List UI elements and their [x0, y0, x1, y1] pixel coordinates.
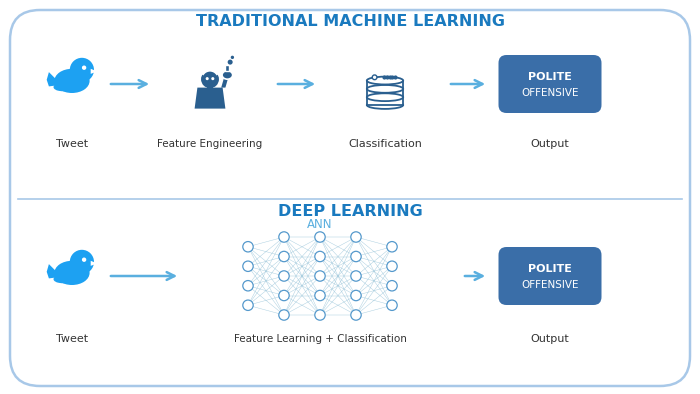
- Circle shape: [351, 310, 361, 320]
- Bar: [367, 89, 403, 97]
- Bar: [206, 82, 214, 88]
- Ellipse shape: [53, 270, 86, 283]
- Text: Feature Learning + Classification: Feature Learning + Classification: [234, 334, 407, 344]
- Ellipse shape: [367, 77, 403, 84]
- Text: OFFENSIVE: OFFENSIVE: [522, 88, 579, 98]
- Circle shape: [279, 310, 289, 320]
- Circle shape: [82, 65, 86, 70]
- Circle shape: [315, 251, 326, 262]
- Text: Tweet: Tweet: [56, 139, 88, 149]
- Ellipse shape: [55, 261, 90, 285]
- FancyBboxPatch shape: [498, 247, 601, 305]
- Ellipse shape: [72, 266, 83, 274]
- Ellipse shape: [222, 71, 232, 79]
- Polygon shape: [47, 72, 57, 86]
- Text: POLITE: POLITE: [528, 264, 572, 275]
- Circle shape: [70, 58, 94, 82]
- Text: Output: Output: [531, 139, 569, 149]
- Circle shape: [351, 271, 361, 281]
- Circle shape: [279, 232, 289, 242]
- Bar: [225, 65, 230, 71]
- Ellipse shape: [72, 74, 83, 82]
- Ellipse shape: [367, 101, 403, 109]
- Bar: [367, 97, 403, 105]
- Circle shape: [315, 310, 326, 320]
- Circle shape: [387, 242, 397, 252]
- Circle shape: [243, 281, 253, 291]
- Polygon shape: [221, 78, 228, 87]
- Circle shape: [70, 250, 94, 274]
- Text: ANN: ANN: [307, 217, 332, 230]
- Circle shape: [201, 70, 219, 88]
- Circle shape: [315, 232, 326, 242]
- Circle shape: [82, 258, 86, 262]
- Ellipse shape: [367, 93, 403, 101]
- FancyBboxPatch shape: [10, 10, 690, 386]
- Circle shape: [279, 271, 289, 281]
- Circle shape: [315, 290, 326, 301]
- Circle shape: [228, 59, 232, 65]
- Text: Feature Engineering: Feature Engineering: [158, 139, 262, 149]
- Polygon shape: [47, 264, 57, 279]
- Text: Tweet: Tweet: [56, 334, 88, 344]
- Circle shape: [231, 56, 234, 59]
- Circle shape: [351, 232, 361, 242]
- Circle shape: [243, 242, 253, 252]
- Ellipse shape: [53, 78, 86, 91]
- Circle shape: [243, 300, 253, 310]
- Text: DEEP LEARNING: DEEP LEARNING: [278, 204, 422, 219]
- Circle shape: [279, 251, 289, 262]
- Polygon shape: [195, 87, 225, 109]
- Circle shape: [211, 77, 214, 80]
- Circle shape: [387, 300, 397, 310]
- Circle shape: [243, 261, 253, 271]
- Circle shape: [351, 290, 361, 301]
- Text: POLITE: POLITE: [528, 72, 572, 82]
- Ellipse shape: [55, 69, 90, 93]
- FancyBboxPatch shape: [498, 55, 601, 113]
- Text: OFFENSIVE: OFFENSIVE: [522, 280, 579, 290]
- Polygon shape: [91, 261, 97, 266]
- Text: TRADITIONAL MACHINE LEARNING: TRADITIONAL MACHINE LEARNING: [195, 15, 505, 30]
- Circle shape: [206, 77, 209, 80]
- Circle shape: [387, 261, 397, 271]
- Circle shape: [387, 281, 397, 291]
- Ellipse shape: [367, 85, 403, 93]
- Circle shape: [315, 271, 326, 281]
- Bar: [367, 80, 403, 88]
- Circle shape: [351, 251, 361, 262]
- Circle shape: [372, 75, 377, 80]
- Text: Classification: Classification: [348, 139, 422, 149]
- Text: Output: Output: [531, 334, 569, 344]
- Circle shape: [279, 290, 289, 301]
- Polygon shape: [91, 69, 97, 74]
